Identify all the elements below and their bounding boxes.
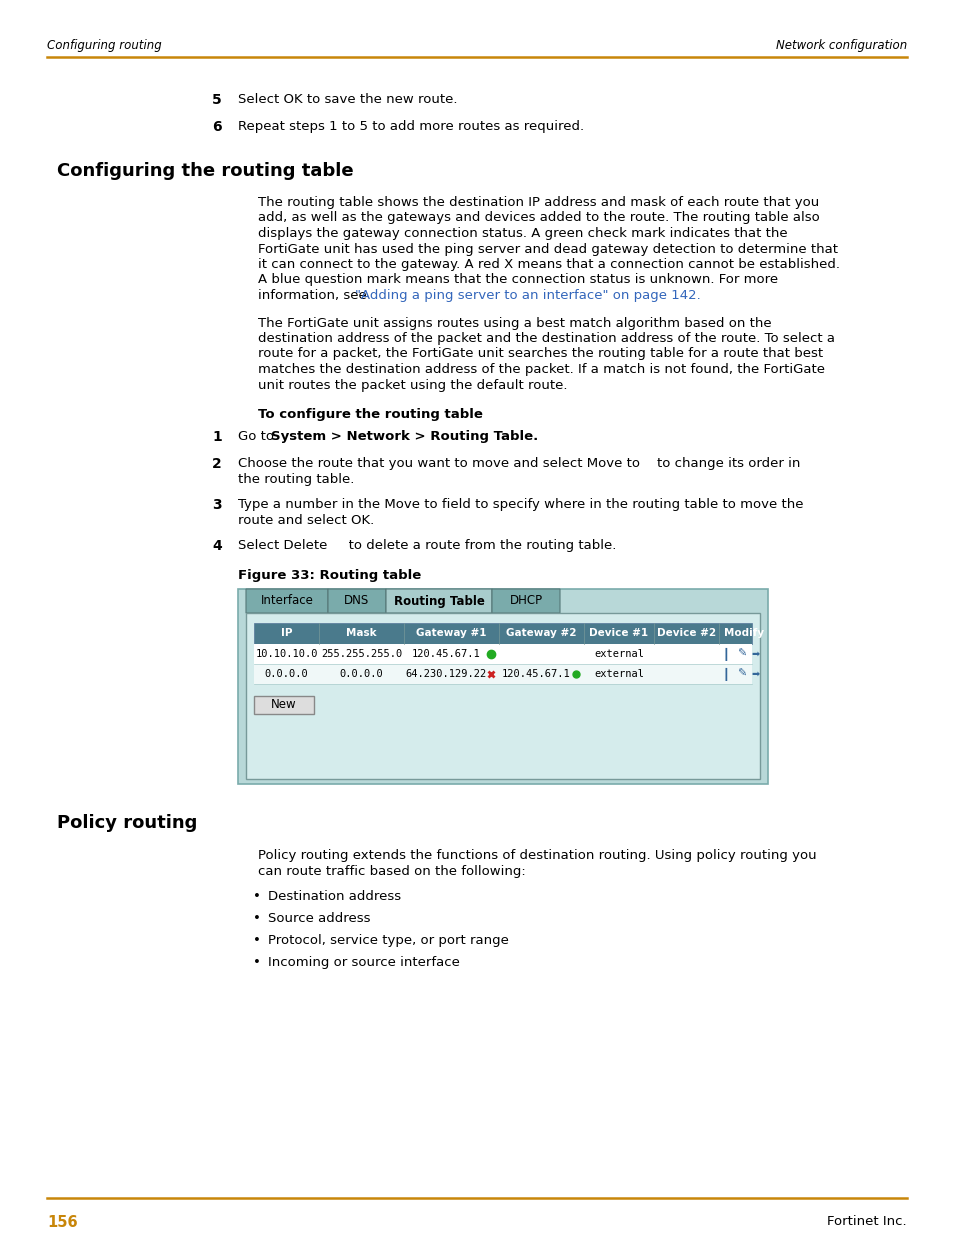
Text: route and select OK.: route and select OK. xyxy=(237,514,374,526)
Text: Choose the route that you want to move and select Move to    to change its order: Choose the route that you want to move a… xyxy=(237,457,800,471)
Text: route for a packet, the FortiGate unit searches the routing table for a route th: route for a packet, the FortiGate unit s… xyxy=(257,347,822,361)
Text: displays the gateway connection status. A green check mark indicates that the: displays the gateway connection status. … xyxy=(257,227,787,240)
Text: Select Delete     to delete a route from the routing table.: Select Delete to delete a route from the… xyxy=(237,538,616,552)
Text: IP: IP xyxy=(280,629,292,638)
Text: Repeat steps 1 to 5 to add more routes as required.: Repeat steps 1 to 5 to add more routes a… xyxy=(237,120,583,133)
FancyBboxPatch shape xyxy=(253,697,314,714)
Text: 0.0.0.0: 0.0.0.0 xyxy=(339,669,383,679)
Text: destination address of the packet and the destination address of the route. To s: destination address of the packet and th… xyxy=(257,332,834,345)
Text: The FortiGate unit assigns routes using a best match algorithm based on the: The FortiGate unit assigns routes using … xyxy=(257,316,771,330)
Text: ➡: ➡ xyxy=(750,669,759,679)
Text: 6: 6 xyxy=(213,120,222,135)
FancyBboxPatch shape xyxy=(246,589,328,613)
Text: Protocol, service type, or port range: Protocol, service type, or port range xyxy=(268,934,508,947)
Text: Device #1: Device #1 xyxy=(589,629,648,638)
Text: System > Network > Routing Table.: System > Network > Routing Table. xyxy=(271,430,537,443)
FancyBboxPatch shape xyxy=(492,589,559,613)
Bar xyxy=(237,589,767,784)
Text: ┃: ┃ xyxy=(722,667,729,680)
Text: 10.10.10.0: 10.10.10.0 xyxy=(255,650,317,659)
Text: The routing table shows the destination IP address and mask of each route that y: The routing table shows the destination … xyxy=(257,196,819,209)
Text: Source address: Source address xyxy=(268,911,370,925)
Text: external: external xyxy=(594,650,643,659)
Text: Incoming or source interface: Incoming or source interface xyxy=(268,956,459,969)
Text: Select OK to save the new route.: Select OK to save the new route. xyxy=(237,93,457,106)
Text: 5: 5 xyxy=(212,93,222,107)
Text: Device #2: Device #2 xyxy=(657,629,716,638)
FancyBboxPatch shape xyxy=(328,589,386,613)
Text: 2: 2 xyxy=(212,457,222,471)
Text: ┃: ┃ xyxy=(722,647,729,661)
Text: ✎: ✎ xyxy=(737,669,745,679)
Text: it can connect to the gateway. A red X means that a connection cannot be establi: it can connect to the gateway. A red X m… xyxy=(257,258,840,270)
Text: Policy routing: Policy routing xyxy=(57,814,197,832)
Text: Network configuration: Network configuration xyxy=(775,38,906,52)
Text: Type a number in the Move to field to specify where in the routing table to move: Type a number in the Move to field to sp… xyxy=(237,498,802,511)
Text: 255.255.255.0: 255.255.255.0 xyxy=(320,650,402,659)
Text: 1: 1 xyxy=(212,430,222,445)
Text: 120.45.67.1: 120.45.67.1 xyxy=(412,650,480,659)
Text: Go to: Go to xyxy=(237,430,278,443)
Text: To configure the routing table: To configure the routing table xyxy=(257,408,482,421)
Text: DHCP: DHCP xyxy=(509,594,542,608)
Text: Policy routing extends the functions of destination routing. Using policy routin: Policy routing extends the functions of … xyxy=(257,848,816,862)
Text: Routing Table: Routing Table xyxy=(394,594,484,608)
Text: unit routes the packet using the default route.: unit routes the packet using the default… xyxy=(257,378,567,391)
Text: Destination address: Destination address xyxy=(268,890,400,903)
Text: Configuring routing: Configuring routing xyxy=(47,38,162,52)
Text: 0.0.0.0: 0.0.0.0 xyxy=(264,669,308,679)
Text: external: external xyxy=(594,669,643,679)
Bar xyxy=(253,643,751,664)
Text: Configuring the routing table: Configuring the routing table xyxy=(57,162,354,180)
Text: "Adding a ping server to an interface" on page 142.: "Adding a ping server to an interface" o… xyxy=(355,289,700,303)
Text: Gateway #1: Gateway #1 xyxy=(416,629,486,638)
Text: 120.45.67.1: 120.45.67.1 xyxy=(501,669,570,679)
Text: •: • xyxy=(253,934,260,947)
Text: the routing table.: the routing table. xyxy=(237,473,354,485)
FancyBboxPatch shape xyxy=(386,589,492,613)
Text: 4: 4 xyxy=(212,538,222,553)
Text: 64.230.129.22: 64.230.129.22 xyxy=(405,669,487,679)
Text: New: New xyxy=(271,699,296,711)
Text: A blue question mark means that the connection status is unknown. For more: A blue question mark means that the conn… xyxy=(257,273,778,287)
Bar xyxy=(253,664,751,684)
Text: •: • xyxy=(253,956,260,969)
Text: Interface: Interface xyxy=(260,594,314,608)
Text: Fortinet Inc.: Fortinet Inc. xyxy=(826,1215,906,1228)
Text: FortiGate unit has used the ping server and dead gateway detection to determine : FortiGate unit has used the ping server … xyxy=(257,242,837,256)
Text: ✎: ✎ xyxy=(737,650,745,659)
Text: 156: 156 xyxy=(47,1215,77,1230)
Text: DNS: DNS xyxy=(344,594,369,608)
Text: can route traffic based on the following:: can route traffic based on the following… xyxy=(257,864,525,878)
Bar xyxy=(246,613,760,779)
Text: •: • xyxy=(253,911,260,925)
Text: ➡: ➡ xyxy=(750,650,759,659)
Text: Modify: Modify xyxy=(723,629,763,638)
Text: add, as well as the gateways and devices added to the route. The routing table a: add, as well as the gateways and devices… xyxy=(257,211,819,225)
Text: Mask: Mask xyxy=(346,629,376,638)
Text: Figure 33: Routing table: Figure 33: Routing table xyxy=(237,569,421,582)
Text: •: • xyxy=(253,890,260,903)
Text: matches the destination address of the packet. If a match is not found, the Fort: matches the destination address of the p… xyxy=(257,363,824,375)
Text: 3: 3 xyxy=(213,498,222,513)
Text: Gateway #2: Gateway #2 xyxy=(506,629,577,638)
Bar xyxy=(253,622,751,643)
Text: information, see: information, see xyxy=(257,289,371,303)
